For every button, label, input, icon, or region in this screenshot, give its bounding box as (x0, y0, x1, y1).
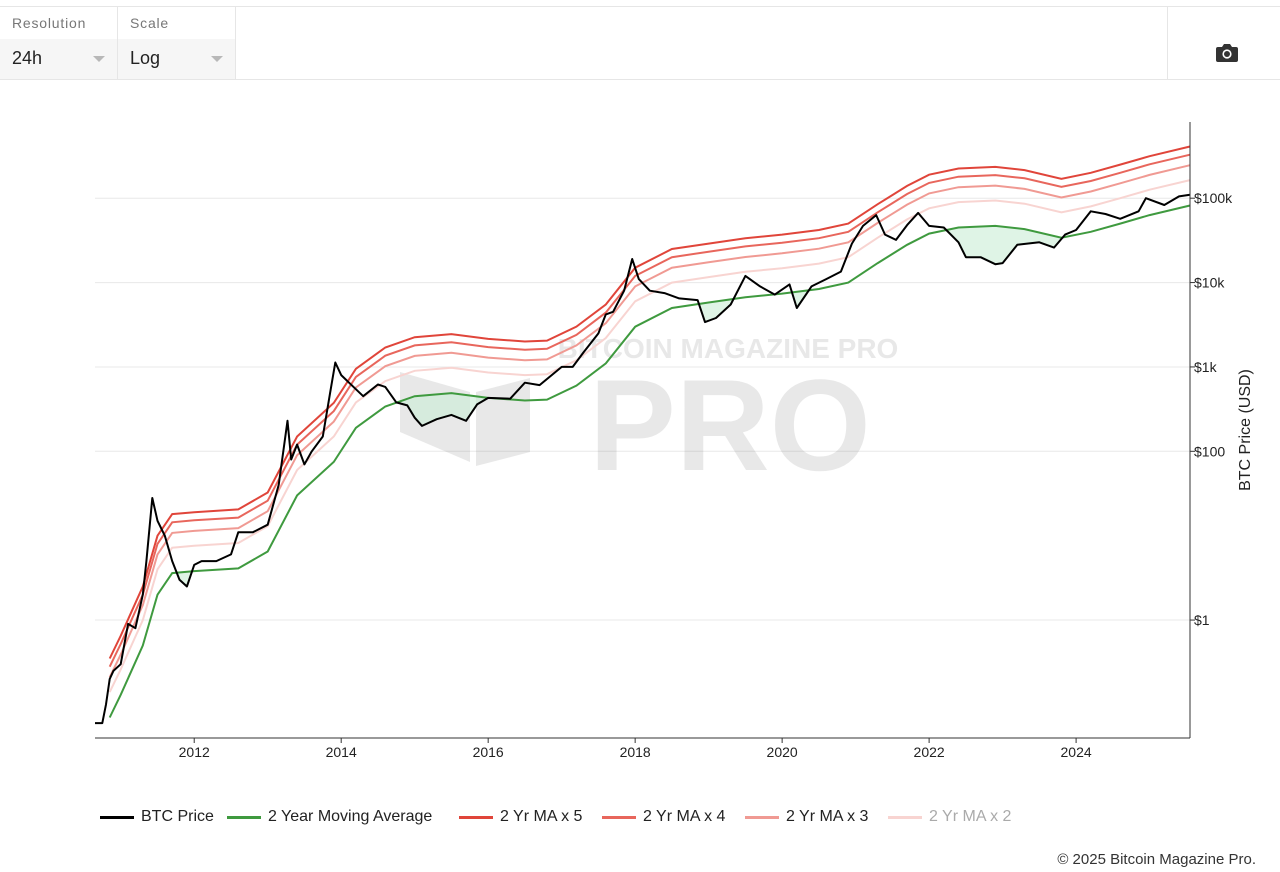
series-line (108, 145, 1191, 659)
y-tick-label: $1 (1194, 612, 1210, 628)
series-line (108, 179, 1191, 693)
chart-toolbar: Resolution 24h Scale Log (0, 6, 1280, 80)
legend-label: 2 Year Moving Average (268, 808, 433, 825)
x-tick-label: 2018 (620, 744, 651, 760)
y-tick-label: $100 (1194, 443, 1225, 459)
underwater-fill (397, 393, 489, 426)
y-tick-label: $1k (1194, 359, 1218, 375)
resolution-control: Resolution 24h (0, 7, 118, 79)
legend-swatch (602, 816, 636, 819)
underwater-fill (177, 571, 192, 587)
scale-control: Scale Log (118, 7, 236, 79)
underwater-fill (699, 299, 733, 323)
scale-label: Scale (130, 15, 170, 31)
watermark: BITCOIN MAGAZINE PRO PRO (400, 333, 898, 498)
x-tick-label: 2016 (473, 744, 504, 760)
chevron-down-icon (211, 56, 223, 62)
legend-label: BTC Price (141, 808, 214, 825)
series-layer (95, 145, 1191, 725)
legend-label: 2 Yr MA x 2 (929, 808, 1012, 825)
watermark-text: BITCOIN MAGAZINE PRO (558, 333, 899, 364)
resolution-select[interactable]: 24h (0, 39, 117, 79)
resolution-label: Resolution (12, 15, 87, 31)
series-line (95, 193, 1191, 725)
legend-swatch (227, 816, 261, 819)
legend-swatch (888, 816, 922, 819)
btc-price-chart: BITCOIN MAGAZINE PRO PRO $1$100$1k$10k$1… (95, 122, 1254, 760)
x-tick-label: 2022 (914, 744, 945, 760)
axis-layer: $1 $100 $1k $10k $100k 2012 2014 2016 2018 2020 20… (95, 122, 1254, 760)
legend-label: 2 Yr MA x 4 (643, 808, 726, 825)
underwater-fill (946, 225, 1063, 265)
series-line (108, 164, 1191, 678)
y-tick-label: $10k (1194, 275, 1225, 291)
svg-text:PRO: PRO (589, 352, 871, 498)
x-tick-label: 2014 (326, 744, 357, 760)
scale-value: Log (130, 48, 161, 68)
x-tick-label: 2024 (1061, 744, 1092, 760)
legend-swatch (459, 816, 493, 819)
series-line (108, 204, 1191, 718)
camera-icon[interactable] (1215, 43, 1239, 63)
y-tick-label: $100k (1194, 190, 1233, 206)
legend-label: 2 Yr MA x 3 (786, 808, 869, 825)
screenshot-button[interactable] (1167, 7, 1280, 79)
y-axis-title: BTC Price (USD) (1237, 369, 1254, 491)
watermark-logo: PRO (400, 352, 871, 498)
legend-swatch (745, 816, 779, 819)
series-line (108, 153, 1191, 668)
legend-label: 2 Yr MA x 5 (500, 808, 583, 825)
resolution-value: 24h (12, 48, 43, 68)
x-tick-label: 2020 (767, 744, 798, 760)
chevron-down-icon (93, 56, 105, 62)
legend-swatch (100, 816, 134, 819)
scale-select[interactable]: Log (118, 39, 235, 79)
copyright-text: © 2025 Bitcoin Magazine Pro. (1057, 851, 1256, 868)
x-tick-label: 2012 (179, 744, 210, 760)
